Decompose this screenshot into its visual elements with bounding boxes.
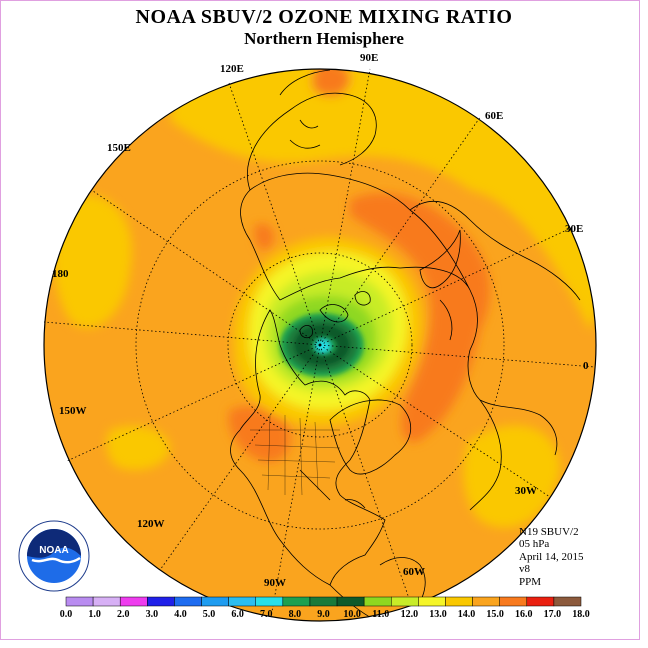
- legend-tick-label: 14.0: [457, 609, 476, 620]
- legend-tick-label: 1.0: [88, 609, 101, 620]
- lon-label-150e: 150E: [107, 142, 131, 154]
- legend-swatch: [309, 596, 338, 607]
- legend-tick-label: 11.0: [372, 609, 390, 620]
- map-boundary: [43, 68, 597, 622]
- legend-tick-label: 3.0: [145, 609, 159, 620]
- coastlines: [230, 69, 581, 621]
- lon-label-120e: 120E: [220, 63, 244, 75]
- legend-swatch: [255, 596, 284, 607]
- legend-tick-label: 10.0: [343, 609, 361, 620]
- info-block: N19 SBUV/2 05 hPa April 14, 2015 v8 PPM: [519, 526, 583, 588]
- legend-tick-label: 8.0: [288, 609, 302, 620]
- lon-label-0: 0: [583, 360, 589, 372]
- legend-swatch: [174, 596, 202, 607]
- map-title: NOAA SBUV/2 OZONE MIXING RATIO: [135, 6, 513, 28]
- legend-tick-label: 13.0: [429, 609, 447, 620]
- legend-swatch: [499, 596, 528, 607]
- lon-label-120w: 120W: [137, 518, 165, 530]
- legend-tick-label: 5.0: [202, 609, 216, 620]
- legend-tick-label: 4.0: [174, 609, 187, 620]
- lon-label-180: 180: [52, 268, 69, 280]
- legend-swatch: [119, 596, 148, 607]
- info-instrument: N19 SBUV/2: [519, 526, 579, 538]
- lon-label-60e: 60E: [485, 110, 504, 122]
- legend-tick-label: 15.0: [486, 609, 504, 620]
- map-subtitle: Northern Hemisphere: [244, 29, 404, 48]
- lon-label-90e: 90E: [360, 52, 379, 64]
- legend-tick-label: 9.0: [317, 609, 330, 620]
- legend-swatch: [363, 596, 392, 607]
- legend-tick-label: 7.0: [260, 609, 273, 620]
- legend-swatch: [472, 596, 500, 607]
- info-level: 05 hPa: [519, 538, 550, 551]
- legend-tick-label: 0.0: [59, 609, 73, 620]
- legend-bar: [65, 596, 582, 607]
- legend-swatch: [526, 596, 555, 607]
- noaa-logo-text: NOAA: [39, 545, 68, 556]
- legend-swatch: [92, 596, 121, 607]
- legend-swatch: [282, 596, 311, 607]
- lon-label-150w: 150W: [59, 405, 87, 417]
- info-version: v8: [519, 563, 530, 576]
- legend-swatch: [147, 596, 175, 607]
- legend-tick-label: 2.0: [116, 609, 130, 620]
- lon-label-30e: 30E: [565, 223, 584, 235]
- legend-swatch: [391, 596, 419, 607]
- noaa-logo: NOAA: [18, 520, 90, 592]
- legend-tick-label: 6.0: [231, 609, 244, 620]
- legend-swatch: [553, 596, 582, 607]
- lon-label-90w: 90W: [264, 577, 286, 589]
- legend-swatch: [65, 596, 94, 607]
- info-date: April 14, 2015: [519, 550, 584, 563]
- legend-tick-label: 16.0: [515, 609, 533, 620]
- legend-swatch: [445, 596, 473, 607]
- lon-label-30w: 30W: [515, 485, 537, 497]
- legend-tick-label: 12.0: [400, 609, 419, 620]
- legend-swatch: [201, 596, 229, 607]
- legend-swatch: [336, 596, 365, 607]
- figure-frame: [0, 0, 640, 640]
- lon-label-60w: 60W: [403, 566, 425, 578]
- us-borders: [250, 414, 341, 496]
- graticule: [43, 68, 596, 618]
- info-units: PPM: [519, 575, 542, 588]
- legend-tick-label: 18.0: [572, 609, 590, 620]
- legend-swatch: [228, 596, 256, 607]
- legend-tick-label: 17.0: [543, 609, 562, 620]
- legend-swatch: [418, 596, 446, 607]
